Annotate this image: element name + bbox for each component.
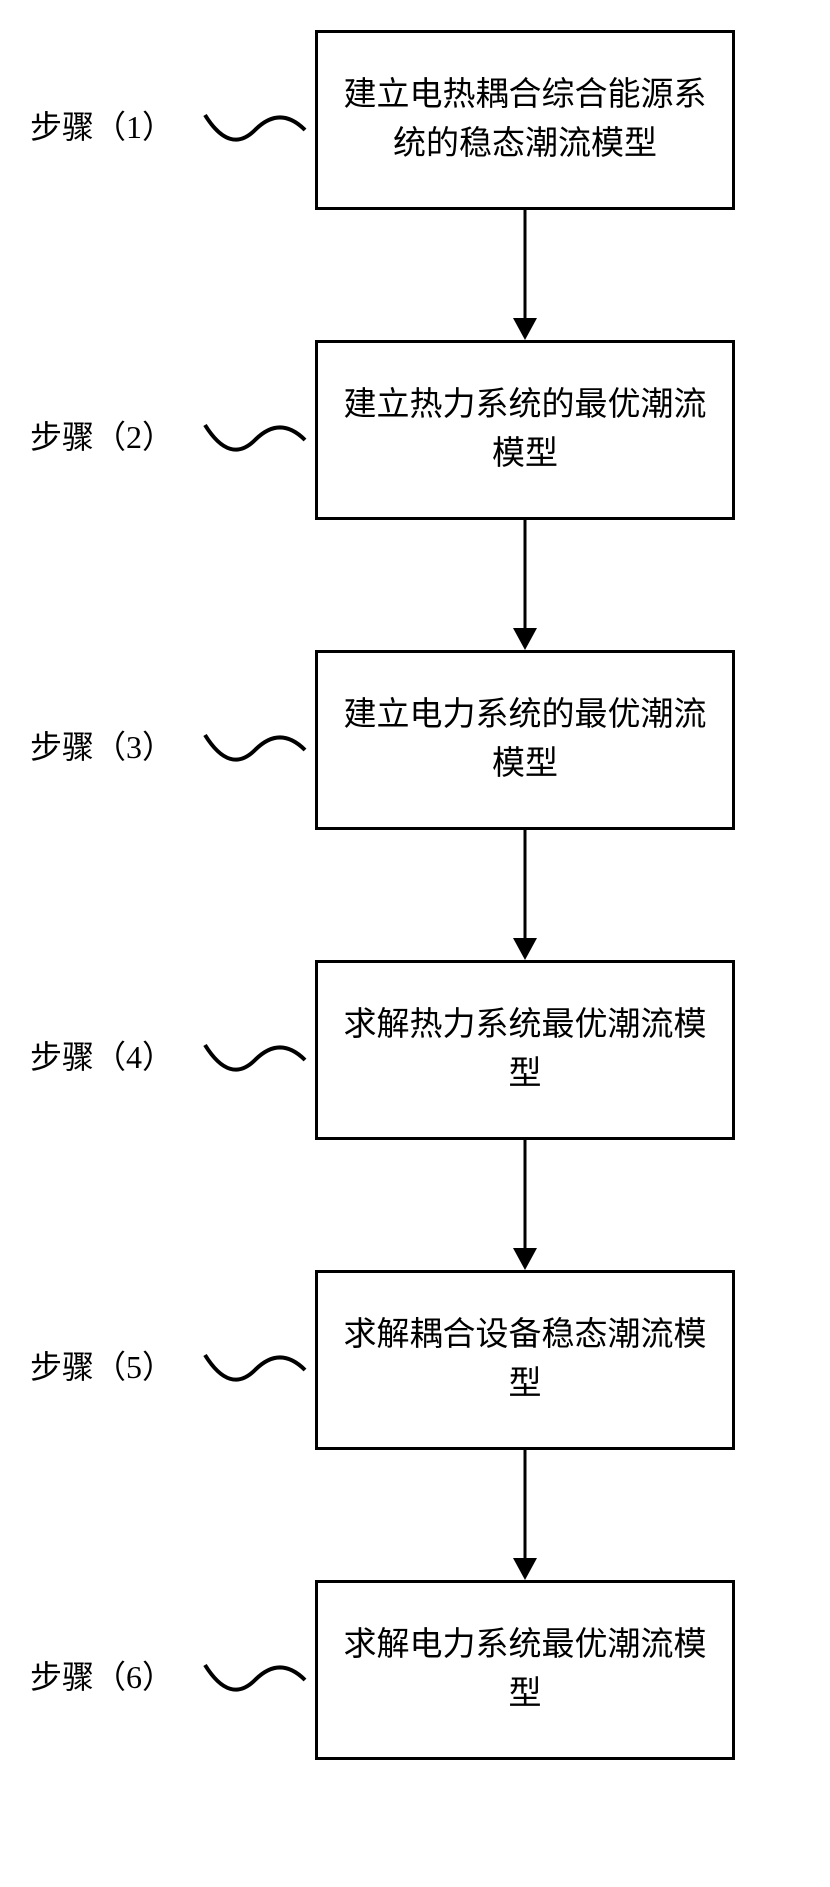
step-label-3: 步骤（3） xyxy=(30,722,174,768)
wave-connector-6 xyxy=(200,1650,310,1715)
step-box-text-2: 建立热力系统的最优潮流模型 xyxy=(338,381,712,480)
step-box-1: 建立电热耦合综合能源系统的稳态潮流模型 xyxy=(315,30,735,210)
arrow-3 xyxy=(505,830,545,965)
step-box-text-1: 建立电热耦合综合能源系统的稳态潮流模型 xyxy=(338,71,712,170)
arrow-4 xyxy=(505,1140,545,1275)
wave-connector-5 xyxy=(200,1340,310,1405)
step-box-3: 建立电力系统的最优潮流模型 xyxy=(315,650,735,830)
wave-connector-1 xyxy=(200,100,310,165)
wave-connector-3 xyxy=(200,720,310,785)
arrow-1 xyxy=(505,210,545,345)
wave-connector-4 xyxy=(200,1030,310,1095)
step-label-5: 步骤（5） xyxy=(30,1342,174,1388)
step-label-1: 步骤（1） xyxy=(30,102,174,148)
step-label-2: 步骤（2） xyxy=(30,412,174,458)
step-box-2: 建立热力系统的最优潮流模型 xyxy=(315,340,735,520)
arrow-2 xyxy=(505,520,545,655)
step-box-text-5: 求解耦合设备稳态潮流模型 xyxy=(338,1311,712,1410)
step-label-4: 步骤（4） xyxy=(30,1032,174,1078)
step-box-text-4: 求解热力系统最优潮流模型 xyxy=(338,1001,712,1100)
step-label-6: 步骤（6） xyxy=(30,1652,174,1698)
step-box-6: 求解电力系统最优潮流模型 xyxy=(315,1580,735,1760)
step-box-5: 求解耦合设备稳态潮流模型 xyxy=(315,1270,735,1450)
wave-connector-2 xyxy=(200,410,310,475)
step-box-4: 求解热力系统最优潮流模型 xyxy=(315,960,735,1140)
flowchart-container: 步骤（1） 建立电热耦合综合能源系统的稳态潮流模型步骤（2） 建立热力系统的最优潮流… xyxy=(0,0,830,1887)
step-box-text-6: 求解电力系统最优潮流模型 xyxy=(338,1621,712,1720)
arrow-5 xyxy=(505,1450,545,1585)
step-box-text-3: 建立电力系统的最优潮流模型 xyxy=(338,691,712,790)
